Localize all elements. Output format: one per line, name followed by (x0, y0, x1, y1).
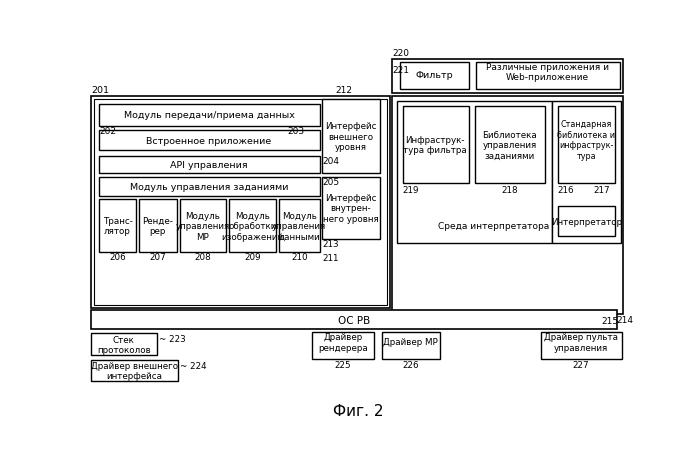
Text: 219: 219 (403, 186, 419, 194)
Text: Модуль
обработки
изображений: Модуль обработки изображений (222, 211, 284, 241)
Bar (99, 200, 136, 252)
Text: Интерфейс
внутрен-
него уровня: Интерфейс внутрен- него уровня (323, 194, 379, 223)
Text: 205: 205 (322, 178, 339, 187)
Bar (392, 60, 623, 94)
Text: Модуль передачи/приема данных: Модуль передачи/приема данных (124, 111, 294, 120)
Bar (382, 332, 440, 359)
Text: Модуль управления заданиями: Модуль управления заданиями (130, 182, 288, 191)
Bar (403, 107, 468, 184)
Bar (322, 178, 380, 239)
Bar (229, 200, 275, 252)
Text: 217: 217 (594, 186, 610, 194)
Text: 209: 209 (244, 252, 261, 261)
Bar (397, 102, 552, 244)
Text: Инфраструк-
тура фильтра: Инфраструк- тура фильтра (403, 136, 467, 155)
Text: Среда интерпретатора: Среда интерпретатора (438, 222, 549, 231)
Bar (279, 200, 320, 252)
Bar (552, 102, 621, 244)
Bar (94, 100, 387, 305)
Bar (99, 157, 320, 174)
Bar (400, 62, 470, 89)
Text: 227: 227 (572, 361, 589, 369)
Text: 221: 221 (392, 66, 409, 75)
Text: Модуль
управления
данными: Модуль управления данными (272, 211, 326, 241)
Text: Драйвер
рендерера: Драйвер рендерера (318, 333, 368, 352)
Text: Модуль
управления
МР: Модуль управления МР (175, 211, 230, 241)
Bar (558, 107, 615, 184)
Bar (558, 207, 615, 236)
Bar (312, 332, 374, 359)
Text: 213: 213 (322, 239, 339, 248)
Bar (477, 62, 620, 89)
Text: Встроенное приложение: Встроенное приложение (146, 137, 272, 145)
Text: ОС РВ: ОС РВ (338, 315, 370, 325)
Bar (180, 200, 226, 252)
Bar (322, 100, 380, 174)
Text: 207: 207 (150, 252, 166, 261)
Text: ~ 223: ~ 223 (159, 335, 185, 344)
Bar (92, 334, 157, 355)
Text: 214: 214 (617, 316, 634, 325)
Text: Библиотека
управления
заданиями: Библиотека управления заданиями (482, 130, 537, 160)
Text: 225: 225 (335, 361, 352, 369)
Text: API управления: API управления (171, 161, 248, 170)
Bar (541, 332, 622, 359)
Bar (99, 178, 320, 196)
Bar (392, 97, 623, 315)
Bar (92, 97, 389, 308)
Text: 210: 210 (291, 252, 308, 261)
Text: Драйвер пульта
управления: Драйвер пульта управления (544, 333, 618, 352)
Text: Фильтр: Фильтр (416, 71, 454, 80)
Text: 206: 206 (109, 252, 126, 261)
Text: ~ 224: ~ 224 (180, 361, 207, 370)
Bar (92, 311, 617, 329)
Bar (475, 107, 545, 184)
Text: 218: 218 (501, 186, 518, 194)
Text: Интерпретатор: Интерпретатор (551, 217, 622, 226)
Text: Драйвер внешнего
интерфейса: Драйвер внешнего интерфейса (91, 361, 178, 380)
Text: Интерфейс
внешнего
уровня: Интерфейс внешнего уровня (325, 122, 377, 152)
Text: Фиг. 2: Фиг. 2 (333, 403, 383, 418)
Text: 208: 208 (194, 252, 211, 261)
Text: 215: 215 (601, 316, 618, 325)
Text: Ренде-
рер: Ренде- рер (143, 217, 173, 236)
Text: 220: 220 (392, 49, 409, 58)
Text: 204: 204 (322, 156, 339, 165)
Text: 202: 202 (99, 127, 116, 136)
Bar (99, 105, 320, 126)
Text: 203: 203 (287, 127, 304, 136)
Text: 216: 216 (558, 186, 575, 194)
Bar (92, 360, 178, 381)
Text: Транс-
лятор: Транс- лятор (103, 217, 133, 236)
Text: 226: 226 (403, 361, 419, 369)
Text: Драйвер МР: Драйвер МР (383, 337, 438, 347)
Bar (99, 131, 320, 151)
Bar (139, 200, 177, 252)
Text: Различные приложения и
Web-приложение: Различные приложения и Web-приложение (487, 63, 610, 82)
Text: 201: 201 (92, 86, 109, 95)
Text: 211: 211 (322, 253, 339, 262)
Text: 212: 212 (336, 86, 352, 95)
Text: Стандарная
библиотека и
инфраструк-
тура: Стандарная библиотека и инфраструк- тура (558, 120, 616, 160)
Text: Стек
протоколов: Стек протоколов (97, 335, 151, 354)
